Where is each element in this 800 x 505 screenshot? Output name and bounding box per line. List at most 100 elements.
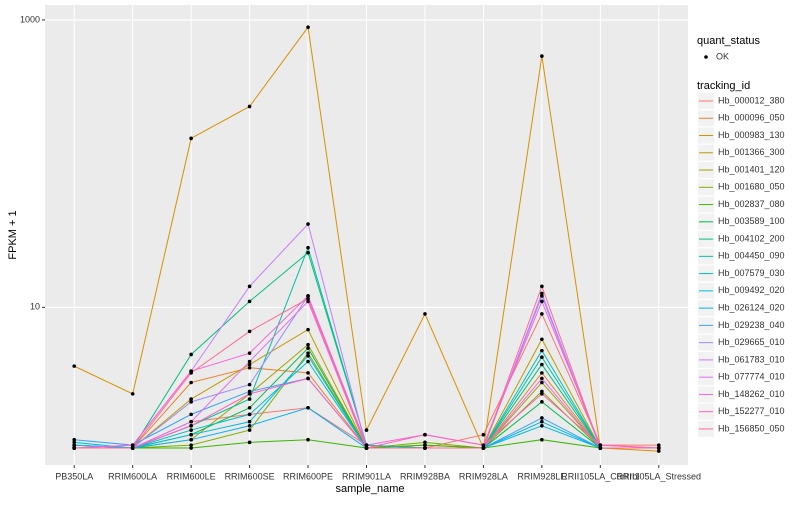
point — [306, 250, 310, 255]
point — [540, 299, 544, 304]
point — [247, 351, 252, 355]
x-tick-label: PB350LA — [55, 471, 93, 481]
point — [306, 406, 310, 410]
point — [72, 364, 77, 368]
point — [189, 352, 193, 357]
point — [189, 136, 193, 141]
point — [130, 392, 135, 396]
point — [306, 346, 310, 350]
point — [247, 440, 252, 445]
point — [540, 312, 544, 316]
legend-label: OK — [716, 51, 729, 61]
point — [306, 299, 310, 304]
legend-label: Hb_009492_020 — [718, 285, 785, 295]
y-tick-label: 1000 — [20, 14, 40, 24]
point — [189, 437, 193, 442]
point — [540, 376, 544, 381]
point — [189, 371, 193, 375]
point — [306, 376, 310, 381]
point — [189, 423, 193, 428]
legend-symbol — [704, 55, 708, 59]
x-tick-label: RRII105LA_Stressed — [616, 471, 701, 481]
point — [540, 392, 544, 396]
point — [306, 342, 310, 347]
point — [540, 423, 544, 428]
x-tick-label: RRIM901LA — [342, 471, 391, 481]
legend-title: tracking_id — [697, 80, 750, 92]
point — [306, 327, 310, 332]
legend-label: Hb_001401_120 — [718, 164, 785, 174]
point — [72, 443, 77, 447]
point — [247, 362, 252, 367]
point — [540, 419, 544, 424]
point — [189, 443, 193, 447]
point — [189, 400, 193, 404]
point — [306, 437, 310, 442]
point — [306, 354, 310, 358]
point — [130, 446, 135, 450]
point — [656, 446, 661, 450]
x-tick-label: RRIM600PE — [283, 471, 333, 481]
point — [540, 284, 544, 289]
point — [306, 359, 310, 364]
x-axis-title: sample_name — [335, 483, 404, 495]
point — [72, 437, 77, 442]
point — [540, 362, 544, 367]
point — [364, 446, 369, 450]
point — [598, 443, 603, 447]
point — [423, 446, 427, 450]
point — [72, 446, 77, 450]
point — [656, 449, 661, 453]
y-axis-title: FPKM + 1 — [7, 210, 19, 259]
point — [247, 412, 252, 417]
point — [189, 412, 193, 417]
point — [540, 337, 544, 342]
legend-label: Hb_061783_010 — [718, 354, 785, 364]
point — [481, 443, 486, 447]
legend-label: Hb_001680_050 — [718, 182, 785, 192]
x-tick-label: RRII105LA_Control — [561, 471, 639, 481]
legend-label: Hb_007579_030 — [718, 268, 785, 278]
legend-title: quant_status — [697, 35, 760, 47]
point — [247, 104, 252, 109]
point — [306, 294, 310, 298]
point — [247, 382, 252, 387]
legend-label: Hb_156850_050 — [718, 423, 785, 433]
point — [306, 245, 310, 250]
legend-label: Hb_000096_050 — [718, 113, 785, 123]
point — [540, 380, 544, 385]
point — [540, 371, 544, 375]
point — [247, 428, 252, 432]
legend-label: Hb_001366_300 — [718, 147, 785, 157]
point — [247, 359, 252, 364]
point — [247, 423, 252, 428]
x-tick-label: RRIM600LE — [167, 471, 216, 481]
point — [306, 296, 310, 301]
point — [540, 348, 544, 353]
legend-label: Hb_003589_100 — [718, 216, 785, 226]
point — [306, 222, 310, 226]
point — [598, 446, 603, 450]
point — [423, 312, 427, 316]
point — [189, 432, 193, 437]
point — [364, 428, 369, 432]
legend-label: Hb_029238_040 — [718, 320, 785, 330]
legend-label: Hb_026124_020 — [718, 302, 785, 312]
point — [247, 284, 252, 289]
x-tick-label: RRIM928BA — [400, 471, 450, 481]
point — [306, 25, 310, 29]
point — [656, 443, 661, 447]
point — [540, 291, 544, 296]
legend-label: Hb_004450_090 — [718, 251, 785, 261]
legend-label: Hb_004102_200 — [718, 233, 785, 243]
point — [540, 400, 544, 404]
legend-label: Hb_029665_010 — [718, 337, 785, 347]
point — [364, 443, 369, 447]
point — [247, 365, 252, 370]
legend-label: Hb_002837_080 — [718, 199, 785, 209]
x-tick-label: RRIM600LA — [108, 471, 157, 481]
point — [247, 329, 252, 334]
point — [423, 443, 427, 447]
point — [423, 432, 427, 437]
point — [189, 428, 193, 432]
